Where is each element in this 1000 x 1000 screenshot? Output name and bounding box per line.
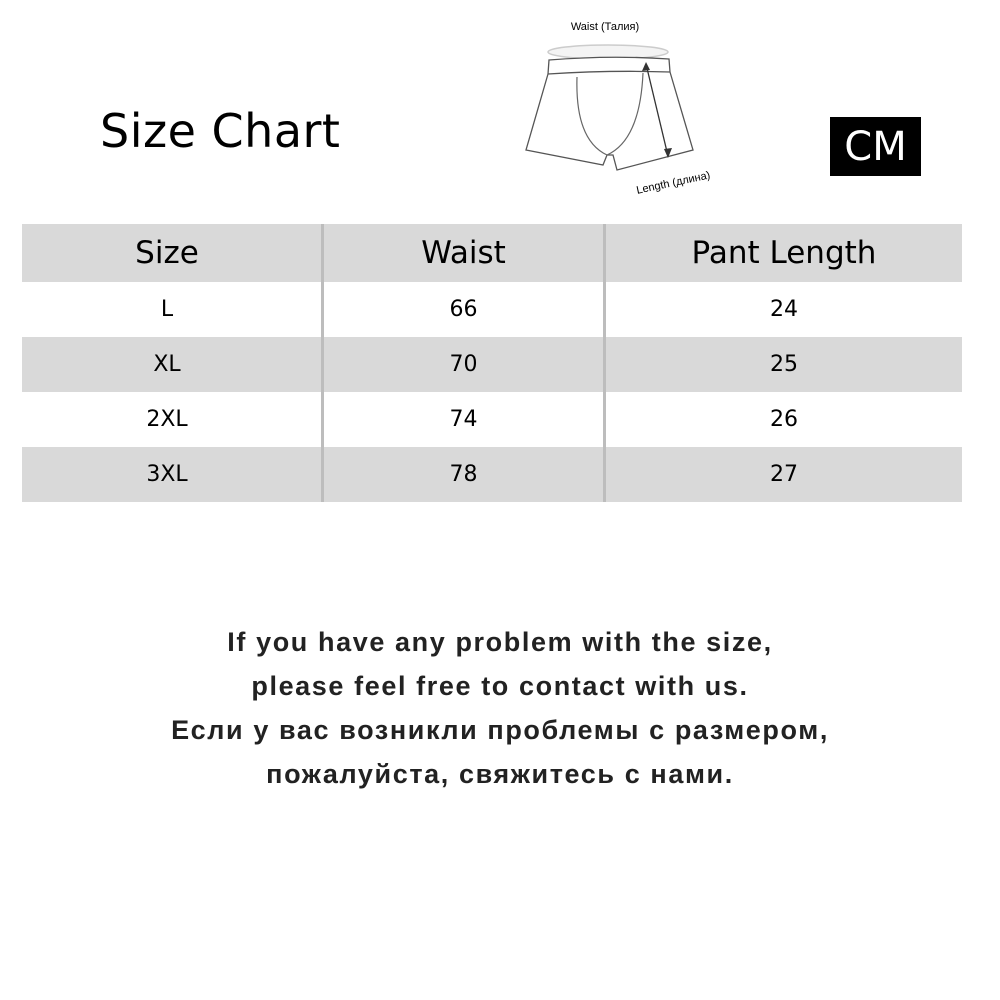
table-row: L 66 24 [22,282,962,337]
waist-cell: 70 [324,337,606,392]
arrow-head-top [642,62,650,71]
page-title: Size Chart [100,104,341,158]
header-size: Size [22,224,324,282]
pouch-outline [576,72,644,156]
length-cell: 26 [770,407,798,432]
length-cell: 24 [770,297,798,322]
size-value: 2XL [146,407,188,432]
size-cell: L [22,282,324,337]
size-cell: XL [22,337,324,392]
size-table: Size Waist Pant Length L 66 24 XL 70 25 … [22,224,962,502]
note-line: Если у вас возникли проблемы с размером, [171,715,829,745]
boxer-shorts-diagram: Waist (Талия) Length (длина) [525,21,711,197]
waist-label: Waist (Талия) [571,21,639,33]
length-label: Length (длина) [635,169,711,196]
size-cell: 3XL [22,447,324,502]
table-row: 2XL 74 26 [22,392,962,447]
header-pant-length: Pant Length [691,235,877,271]
header-waist: Waist [324,224,606,282]
size-value: L [160,297,174,322]
waist-cell: 74 [324,392,606,447]
waist-cell: 66 [324,282,606,337]
length-arrow [645,63,669,157]
note-line: If you have any problem with the size, [227,627,773,657]
note-line: пожалуйста, свяжитесь с нами. [266,759,734,789]
contact-note: If you have any problem with the size, p… [0,620,1000,796]
header-size-label: Size [135,235,199,271]
size-cell: 2XL [22,392,324,447]
unit-badge: CM [830,117,921,176]
size-value: XL [153,352,181,377]
table-row: XL 70 25 [22,337,962,392]
waist-cell: 78 [324,447,606,502]
arrow-head-bottom [664,148,672,158]
table-header-row: Size Waist Pant Length [22,224,962,282]
length-cell: 25 [770,352,798,377]
length-cell: 27 [770,462,798,487]
note-line: please feel free to contact with us. [251,671,749,701]
table-row: 3XL 78 27 [22,447,962,502]
size-value: 3XL [146,462,188,487]
